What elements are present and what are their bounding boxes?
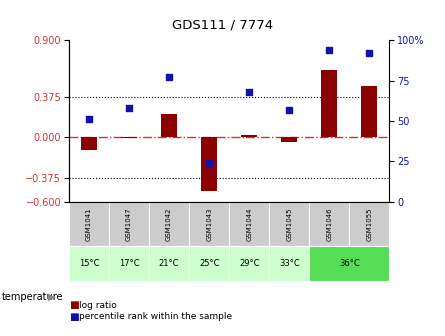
Text: GSM1055: GSM1055 — [366, 207, 372, 241]
Text: 17°C: 17°C — [119, 259, 139, 268]
Text: 29°C: 29°C — [239, 259, 259, 268]
Point — [125, 106, 133, 111]
Bar — [269, 202, 309, 246]
Bar — [309, 246, 389, 281]
Bar — [269, 246, 309, 281]
Text: percentile rank within the sample: percentile rank within the sample — [79, 312, 232, 321]
Text: GSM1041: GSM1041 — [86, 207, 92, 241]
Bar — [229, 246, 269, 281]
Point — [286, 107, 293, 113]
Text: 21°C: 21°C — [159, 259, 179, 268]
Text: ■: ■ — [69, 311, 79, 322]
Point — [206, 160, 213, 166]
Text: 36°C: 36°C — [339, 259, 360, 268]
Bar — [349, 202, 389, 246]
Bar — [121, 137, 137, 138]
Bar — [241, 135, 257, 137]
Point — [326, 47, 333, 53]
Bar — [309, 202, 349, 246]
Point — [85, 117, 93, 122]
Text: 33°C: 33°C — [279, 259, 299, 268]
Text: GSM1047: GSM1047 — [126, 207, 132, 241]
Bar — [81, 137, 97, 150]
Point — [166, 75, 173, 80]
Text: ▶: ▶ — [48, 292, 56, 302]
Bar — [189, 202, 229, 246]
Bar — [109, 202, 149, 246]
Text: GSM1042: GSM1042 — [166, 207, 172, 241]
Text: GSM1046: GSM1046 — [326, 207, 332, 241]
Text: GDS111 / 7774: GDS111 / 7774 — [172, 18, 273, 32]
Bar — [321, 71, 337, 137]
Text: ■: ■ — [69, 300, 79, 310]
Text: 15°C: 15°C — [79, 259, 99, 268]
Bar — [281, 137, 297, 141]
Bar — [361, 86, 377, 137]
Text: temperature: temperature — [2, 292, 64, 302]
Bar — [189, 246, 229, 281]
Text: GSM1043: GSM1043 — [206, 207, 212, 241]
Point — [366, 50, 373, 56]
Text: GSM1044: GSM1044 — [246, 207, 252, 241]
Bar — [161, 114, 177, 137]
Bar — [69, 202, 109, 246]
Point — [246, 89, 253, 95]
Bar — [149, 246, 189, 281]
Text: log ratio: log ratio — [79, 301, 117, 309]
Bar — [149, 202, 189, 246]
Text: 25°C: 25°C — [199, 259, 219, 268]
Bar — [201, 137, 217, 191]
Bar — [69, 246, 109, 281]
Bar — [229, 202, 269, 246]
Text: GSM1045: GSM1045 — [286, 207, 292, 241]
Bar — [109, 246, 149, 281]
